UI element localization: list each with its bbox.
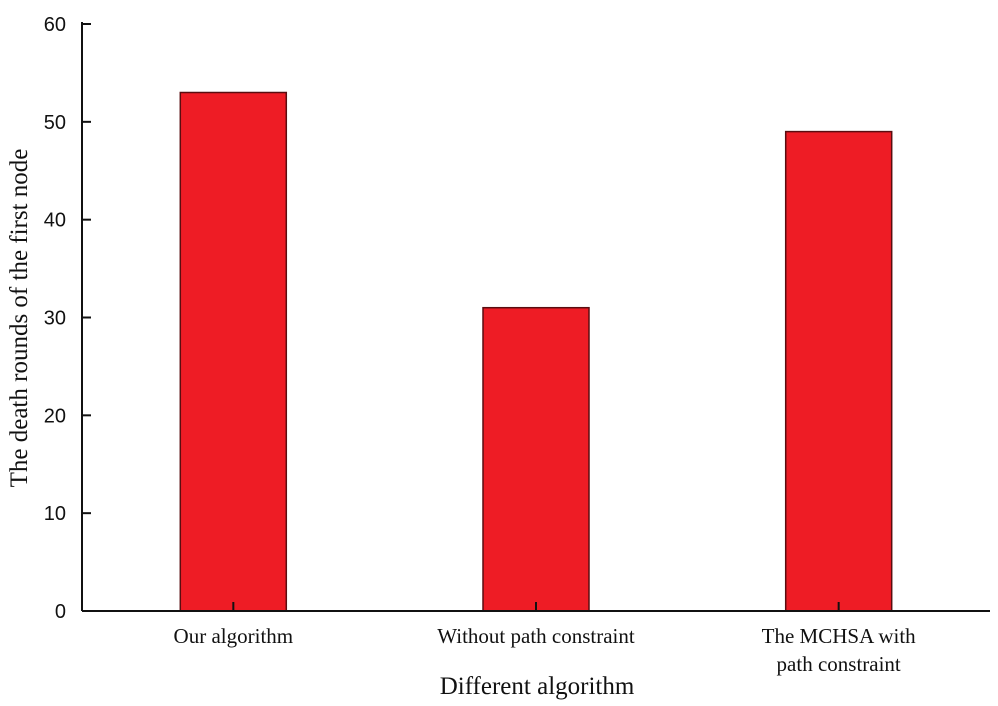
y-tick-label-0: 0: [55, 601, 66, 623]
y-tick-label-2: 20: [44, 405, 66, 427]
y-ticks-group: 0 10 20 30 40 50 60: [44, 14, 91, 623]
y-tick-label-1: 10: [44, 503, 66, 525]
y-tick-label-3: 30: [44, 308, 66, 330]
bars-group: [179, 91, 893, 612]
x-axis-title: Different algorithm: [440, 673, 635, 700]
x-tick-label-0: Our algorithm: [174, 624, 294, 648]
x-tick-label-1: Without path constraint: [437, 624, 635, 648]
bar-2: [784, 130, 893, 612]
bar-1: [482, 306, 590, 612]
y-tick-label-4: 40: [44, 210, 66, 232]
x-tick-label-2: The MCHSA with path constraint: [762, 624, 917, 676]
y-axis-title: The death rounds of the first node: [6, 149, 33, 488]
y-tick-label-6: 60: [44, 14, 66, 36]
x-labels-group: Our algorithm Without path constraint The …: [174, 602, 917, 676]
y-tick-label-5: 50: [44, 112, 66, 134]
bar-0: [179, 91, 288, 612]
